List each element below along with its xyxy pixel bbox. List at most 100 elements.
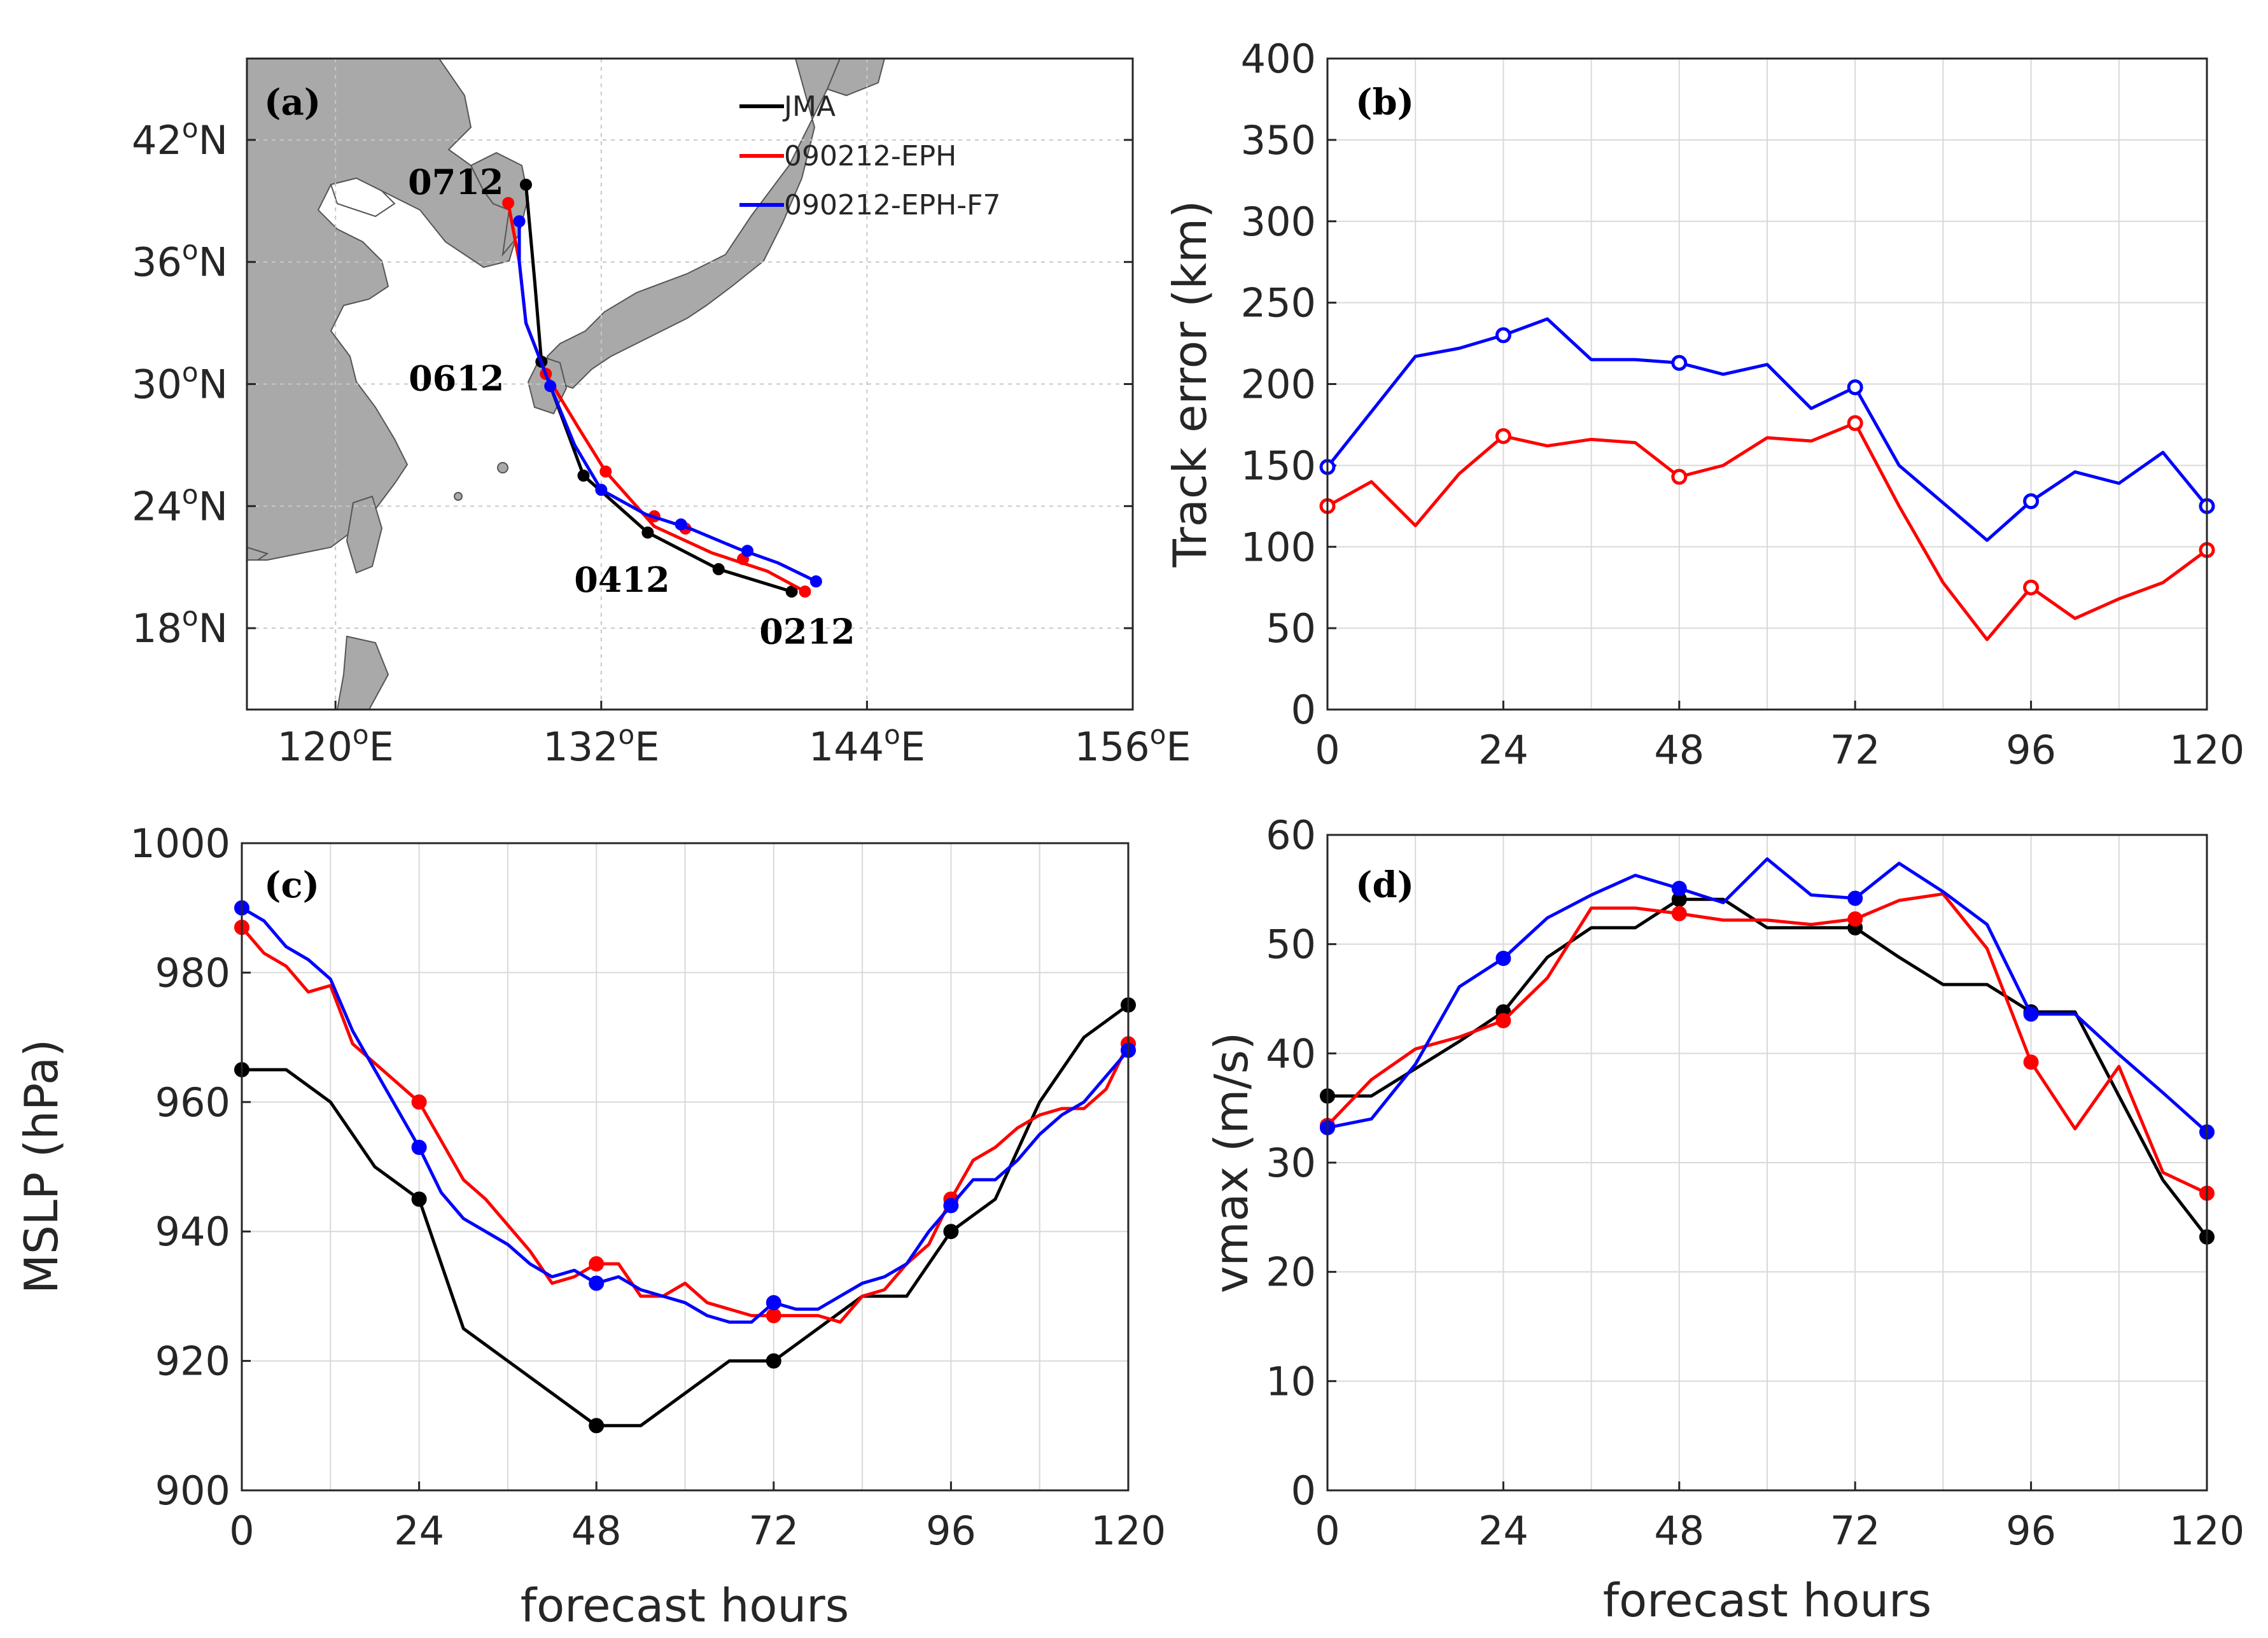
- map-xtick-label: 144oE: [809, 719, 925, 770]
- ytick-label: 400: [1241, 36, 1316, 82]
- xtick-label: 120: [2169, 727, 2244, 773]
- series-marker: [1671, 906, 1687, 921]
- ytick-label: 960: [155, 1079, 230, 1126]
- ytick-label: 1000: [130, 820, 230, 867]
- series-marker: [1671, 881, 1687, 897]
- xtick-label: 0: [229, 1508, 254, 1554]
- ytick-label: 50: [1266, 605, 1316, 652]
- series-marker: [589, 1418, 605, 1434]
- map-track-marker: [809, 575, 822, 588]
- axes-d-frame: [1326, 834, 2208, 1492]
- series-marker: [1847, 890, 1863, 906]
- map-date-label: 0412: [574, 559, 669, 600]
- xtick-label: 120: [1091, 1508, 1166, 1554]
- xtick-label: 72: [1830, 727, 1880, 773]
- series-marker: [589, 1275, 605, 1291]
- ytick-label: 200: [1241, 361, 1316, 408]
- map-xtick-label: 120oE: [277, 719, 394, 770]
- ylabel-c: MSLP (hPa): [15, 1039, 68, 1294]
- map-ytick-label: 18oN: [132, 601, 228, 652]
- axes-c-frame: [241, 842, 1130, 1492]
- map-track-marker: [513, 215, 526, 228]
- map-track-marker: [712, 563, 725, 575]
- map-ytick-label: 24oN: [132, 479, 228, 529]
- ytick-label: 100: [1241, 524, 1316, 570]
- map-track-marker: [577, 469, 590, 482]
- xlabel-d: forecast hours: [1603, 1574, 1931, 1627]
- map-xtick-label: 156oE: [1074, 719, 1191, 770]
- xtick-label: 24: [394, 1508, 444, 1554]
- series-line: [1327, 857, 2208, 1133]
- xtick-label: 120: [2169, 1508, 2244, 1554]
- ytick-label: 60: [1266, 812, 1316, 858]
- xtick-label: 48: [1654, 727, 1704, 773]
- map-track-marker: [502, 197, 515, 209]
- map-track-marker: [799, 585, 811, 598]
- xtick-label: 0: [1315, 727, 1340, 773]
- map-tracks: [502, 178, 822, 598]
- series-marker: [2023, 1006, 2039, 1022]
- series-marker: [943, 1198, 959, 1214]
- series-marker: [1495, 428, 1511, 444]
- series-marker: [943, 1224, 959, 1240]
- legend-label-eph: 090212-EPH: [784, 140, 956, 172]
- xtick-label: 96: [2006, 1508, 2056, 1554]
- xlabel-c: forecast hours: [521, 1579, 849, 1632]
- ticks-d: 0 24 48 72 96 120 0 10 20 30 40 50 60: [1266, 812, 2244, 1554]
- ticks-c: 0 24 48 72 96 120 900 920 940 960 980 1000: [130, 820, 1166, 1554]
- panel-a-label: (a): [264, 81, 321, 123]
- panel-b-label: (b): [1355, 81, 1414, 123]
- series-line: [241, 926, 1130, 1324]
- series-marker: [766, 1295, 781, 1311]
- ticks-b: 0 24 48 72 96 120 0 50 100 150 200 250 300 350 400: [1241, 36, 2245, 773]
- series-marker: [766, 1308, 781, 1324]
- series-marker: [2023, 493, 2040, 510]
- grid-d: [1327, 834, 2208, 1491]
- series-marker: [1671, 354, 1688, 371]
- series-marker: [1495, 327, 1511, 344]
- series-d: [1320, 857, 2215, 1245]
- legend-label-jma: JMA: [782, 90, 836, 123]
- xtick-label: 48: [571, 1508, 622, 1554]
- series-marker: [1495, 950, 1511, 966]
- map-ytick-label: 36oN: [132, 235, 228, 286]
- series-marker: [766, 1353, 781, 1369]
- series-marker: [411, 1094, 427, 1110]
- map-xtick-label: 132oE: [543, 719, 659, 770]
- series-marker: [2023, 1054, 2039, 1070]
- series-line: [1326, 892, 2208, 1195]
- xtick-label: 0: [1315, 1508, 1340, 1554]
- series-marker: [411, 1139, 427, 1155]
- series-line: [242, 1004, 1130, 1427]
- series-marker: [1847, 379, 1863, 396]
- map-ytick-label: 30oN: [132, 357, 228, 408]
- series-line: [1326, 317, 2208, 542]
- xtick-label: 96: [926, 1508, 976, 1554]
- grid-b: [1327, 58, 2208, 710]
- map-track-marker: [544, 380, 557, 393]
- legend: JMA 090212-EPH 090212-EPH-F7: [739, 90, 1000, 221]
- ytick-label: 940: [155, 1208, 230, 1255]
- xtick-label: 24: [1478, 727, 1529, 773]
- ytick-label: 350: [1241, 117, 1316, 164]
- panel-d-label: (d): [1355, 864, 1414, 906]
- ytick-label: 30: [1266, 1140, 1316, 1186]
- ytick-label: 0: [1291, 1467, 1316, 1514]
- ylabel-d: vmax (m/s): [1205, 1032, 1258, 1293]
- taiwan: [346, 495, 383, 574]
- ytick-label: 300: [1241, 199, 1316, 245]
- map-track-marker: [519, 178, 532, 191]
- map-ticks: 120oE 132oE 144oE 156oE 18oN 24oN 30oN 36oN 42oN: [132, 113, 1191, 770]
- xtick-label: 24: [1478, 1508, 1529, 1554]
- series-marker: [1847, 911, 1863, 927]
- map-date-labels: 0212 0412 0612 0712: [408, 162, 855, 652]
- series-line: [241, 906, 1130, 1324]
- ytick-label: 10: [1266, 1358, 1316, 1404]
- map-track-marker: [641, 526, 654, 539]
- ytick-label: 20: [1266, 1249, 1316, 1296]
- panel-a-track-map: 120oE 132oE 144oE 156oE 18oN 24oN 30oN 36oN 42oN…: [132, 57, 1191, 770]
- map-track-marker: [675, 518, 687, 531]
- ytick-label: 50: [1266, 921, 1316, 968]
- ytick-label: 980: [155, 949, 230, 996]
